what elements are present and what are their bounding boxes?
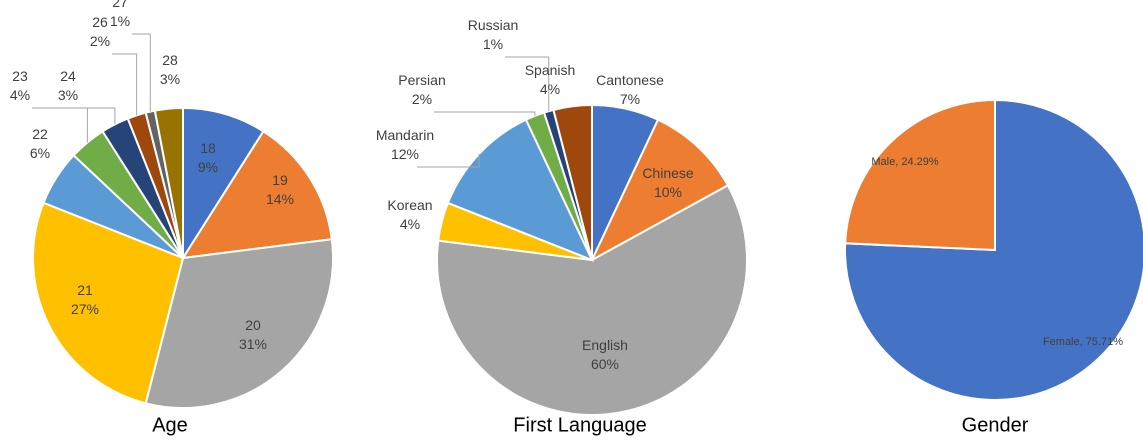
value-label: 6%	[30, 145, 50, 161]
value-label: 24.29%	[901, 156, 939, 168]
value-label: 2%	[412, 91, 432, 107]
value-label: 10%	[654, 184, 682, 200]
category-label: Korean	[387, 197, 432, 213]
value-label: 7%	[620, 91, 640, 107]
value-label: 9%	[198, 159, 218, 175]
value-label: 1%	[483, 36, 503, 52]
pie-slice	[844, 98, 996, 252]
value-label: 3%	[58, 87, 78, 103]
leader-line	[80, 107, 116, 125]
pie-slice	[436, 183, 748, 416]
category-label: English	[582, 337, 628, 353]
category-label: 18	[200, 140, 216, 156]
pie-slice	[181, 129, 333, 260]
data-label: Korean 4%	[387, 197, 432, 232]
category-label: 27	[112, 0, 128, 10]
data-label: 19 14%	[266, 172, 294, 207]
category-label: 20	[245, 317, 261, 333]
category-label: 23	[12, 68, 28, 84]
category-label: Persian	[398, 72, 445, 88]
data-label: 20 31%	[239, 317, 267, 352]
pie-slice	[144, 238, 334, 409]
data-label: Spanish 4%	[525, 62, 576, 97]
data-label: Chinese 10%	[642, 165, 694, 200]
value-label: 14%	[266, 191, 294, 207]
data-label: English 60%	[582, 337, 628, 372]
value-label: 4%	[400, 216, 420, 232]
leader-line	[132, 33, 151, 112]
value-label: 4%	[10, 87, 30, 103]
chart-title: Age	[152, 414, 188, 436]
category-label: 26	[92, 14, 108, 30]
data-label: Mandarin 12%	[376, 127, 434, 162]
value-label: 75.71%	[1086, 336, 1124, 348]
category-label: 28	[162, 52, 178, 68]
value-label: 60%	[591, 356, 619, 372]
leader-line	[434, 111, 536, 116]
data-label: 21 27%	[71, 282, 99, 317]
category-label: 24	[60, 68, 76, 84]
data-label: 18 9%	[198, 140, 218, 175]
category-label: Spanish	[525, 62, 576, 78]
data-label: Female, 75.71%	[1043, 336, 1123, 348]
category-label: 19	[272, 172, 288, 188]
value-label: 31%	[239, 336, 267, 352]
pie-slice	[32, 201, 185, 405]
value-label: 1%	[110, 13, 130, 29]
category-label: 22	[32, 126, 48, 142]
data-label: 28 3%	[160, 52, 180, 87]
value-label: 12%	[391, 146, 419, 162]
data-label: 27 1%	[110, 0, 130, 29]
leader-line	[112, 53, 138, 116]
value-label: 27%	[71, 301, 99, 317]
pie-chart: Female, 75.71% Male, 24.29% Gender	[844, 98, 1143, 436]
pie-slice	[153, 106, 184, 259]
category-label: Male	[871, 156, 895, 168]
pie-slice	[182, 106, 265, 262]
category-label: Chinese	[642, 165, 694, 181]
data-label: Russian 1%	[468, 17, 519, 52]
leader-line	[505, 56, 550, 112]
pie-slice	[589, 118, 730, 263]
label-separator: ,	[1080, 336, 1086, 348]
category-label: Mandarin	[376, 127, 434, 143]
data-label: Persian 2%	[398, 72, 445, 107]
data-label: Male, 24.29%	[871, 156, 938, 168]
pie-chart: 18 9%19 14%20 31%21 27%22 6%23 4%24 3%26 2%27 1%2…	[10, 0, 334, 436]
chart-title: Gender	[962, 414, 1029, 436]
pie-chart: Cantonese 7% Chinese 10% English 60% Korean 4% M…	[376, 17, 748, 436]
data-label: 26 2%	[90, 14, 110, 49]
category-label: Female	[1043, 336, 1080, 348]
category-label: 21	[77, 282, 93, 298]
value-label: 3%	[160, 71, 180, 87]
data-label: 22 6%	[30, 126, 50, 161]
label-separator: ,	[895, 156, 901, 168]
value-label: 2%	[90, 33, 110, 49]
category-label: Cantonese	[596, 72, 664, 88]
leader-line	[417, 153, 480, 168]
data-label: Cantonese 7%	[596, 72, 664, 107]
pie-slice	[552, 103, 593, 261]
category-label: Russian	[468, 17, 519, 33]
chart-title: First Language	[513, 414, 646, 436]
value-label: 4%	[540, 81, 560, 97]
data-label: 23 4%	[10, 68, 30, 103]
data-label: 24 3%	[58, 68, 78, 103]
